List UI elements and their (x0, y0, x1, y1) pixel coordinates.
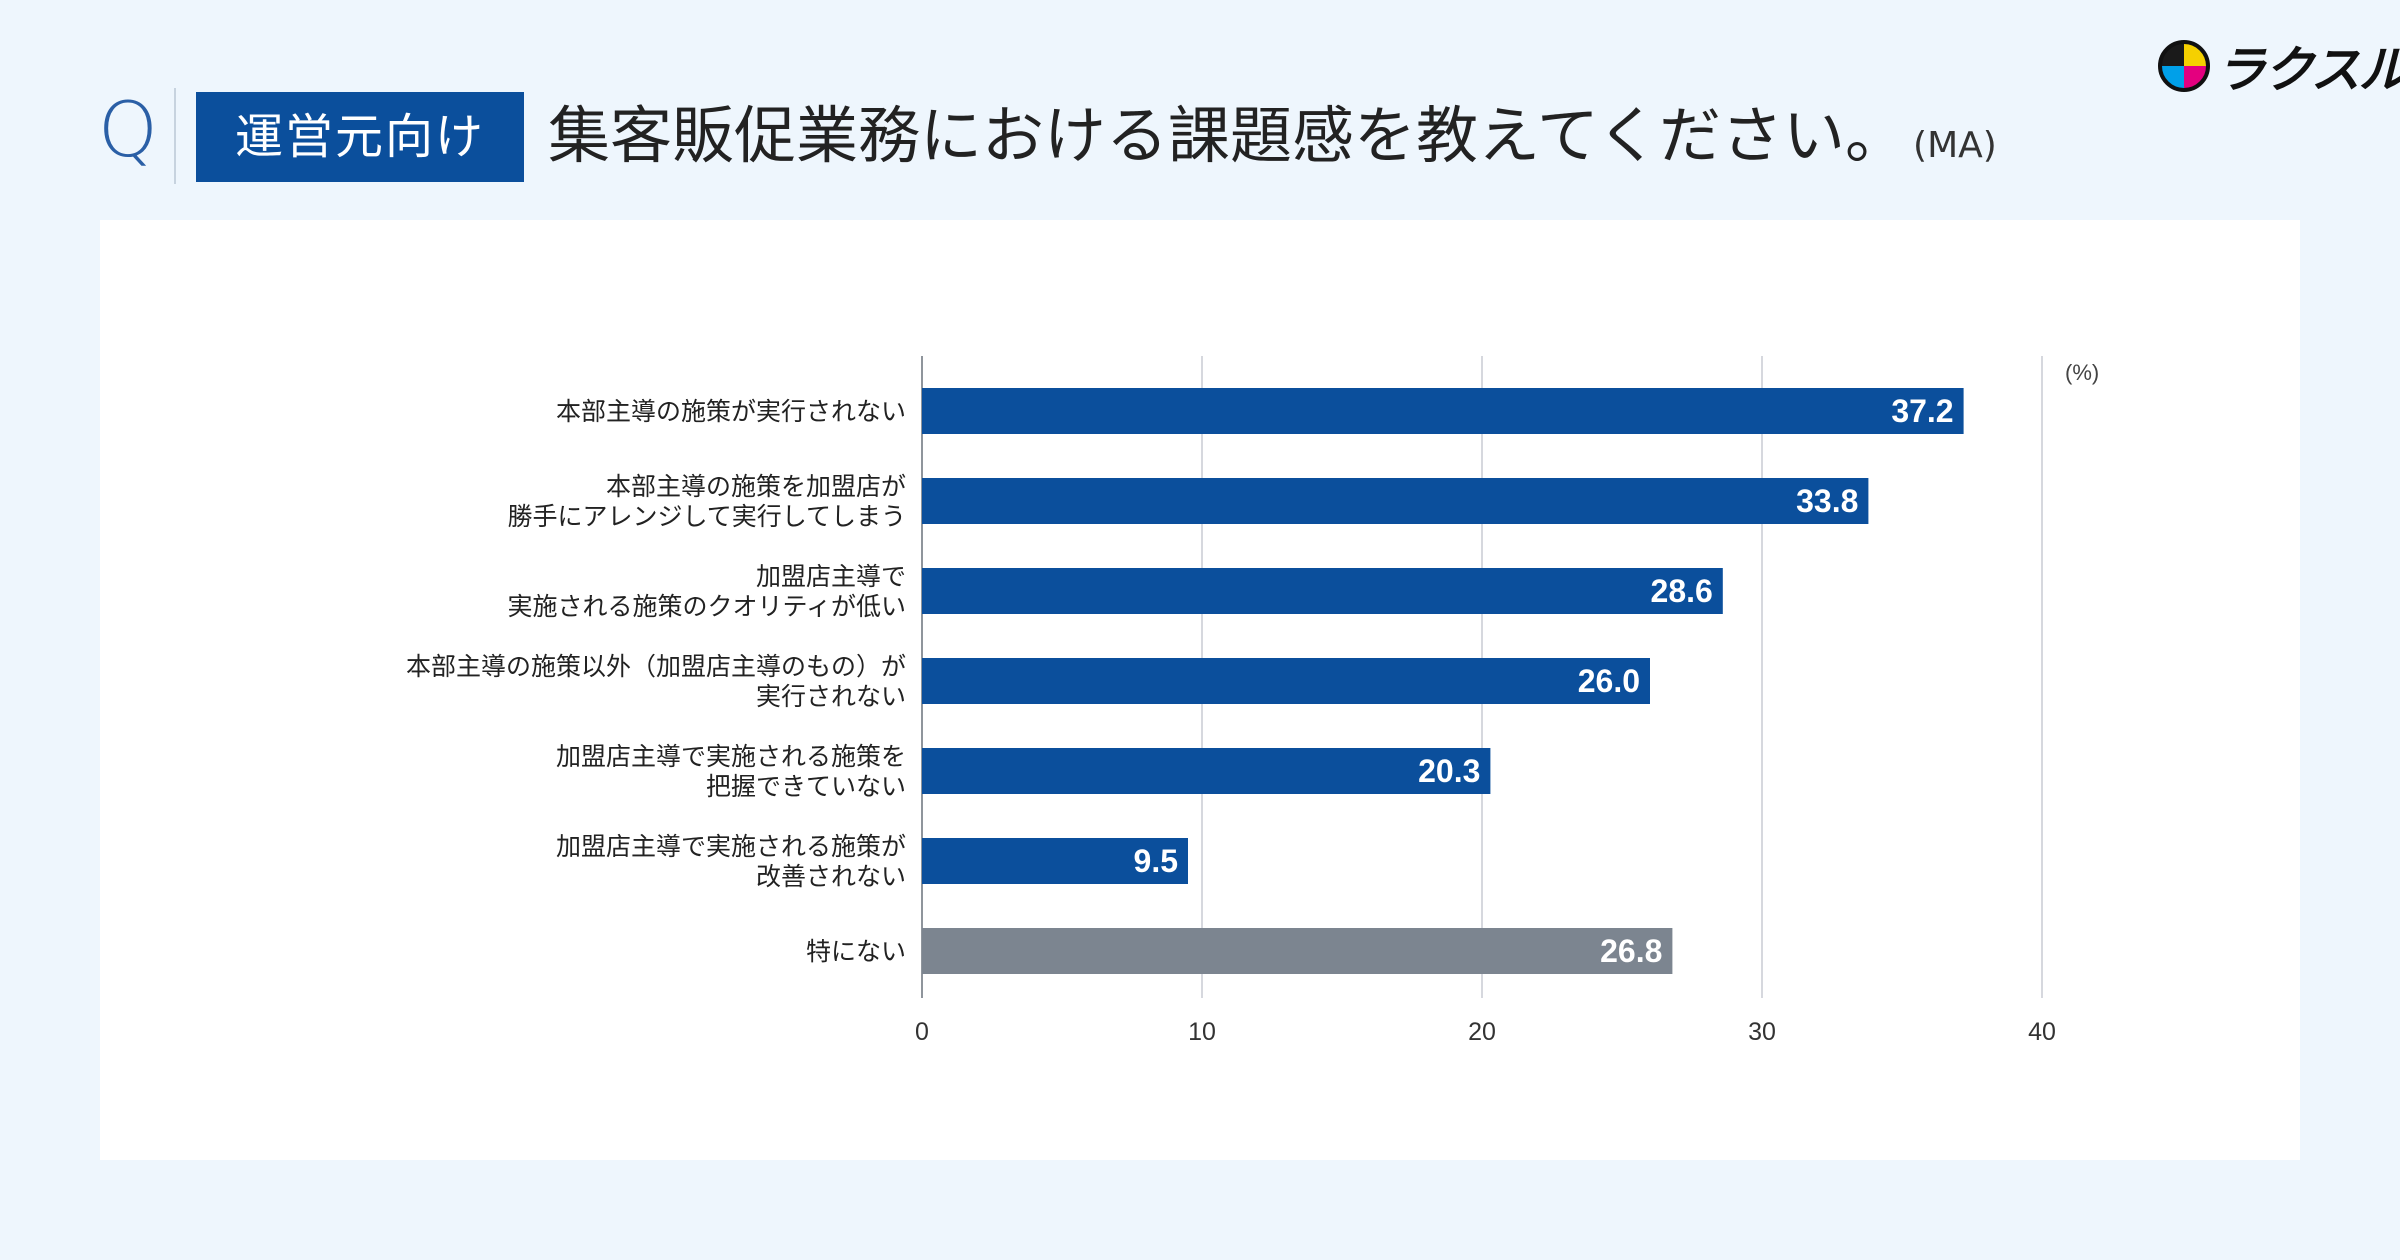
question-marker: Q (98, 85, 158, 174)
bar (922, 928, 1673, 974)
x-tick-label: 10 (1188, 1018, 1216, 1046)
category-label: 加盟店主導で (756, 563, 906, 591)
brand-logo: ラクスル (2158, 36, 2400, 99)
bar (922, 748, 1491, 794)
bar-value-label: 9.5 (1134, 843, 1178, 879)
brand-name: ラクスル (2216, 41, 2400, 99)
bar (922, 388, 1964, 434)
category-label: 本部主導の施策以外（加盟店主導のもの）が (406, 653, 906, 681)
category-label: 特にない (806, 938, 906, 966)
category-label: 加盟店主導で実施される施策が (556, 833, 906, 861)
answer-type-note: (MA) (1913, 125, 1997, 166)
audience-badge: 運営元向け (196, 92, 524, 182)
bar-value-label: 20.3 (1418, 753, 1480, 789)
category-label: 本部主導の施策が実行されない (556, 398, 906, 426)
brand-mark-icon (2158, 40, 2210, 92)
x-tick-label: 20 (1468, 1018, 1496, 1046)
category-label: 本部主導の施策を加盟店が (606, 473, 906, 501)
category-label: 実施される施策のクオリティが低い (507, 593, 906, 621)
bar-value-label: 37.2 (1891, 393, 1953, 429)
x-tick-label: 40 (2028, 1018, 2056, 1046)
unit-label: (%) (2065, 360, 2099, 385)
question-text: 集客販促業務における課題感を教えてください。 (548, 99, 1908, 172)
x-tick-label: 30 (1748, 1018, 1776, 1046)
bar (922, 568, 1723, 614)
category-label: 改善されない (756, 863, 906, 891)
category-label: 実行されない (756, 683, 906, 711)
category-label: 加盟店主導で実施される施策を (556, 743, 906, 771)
question-title: 集客販促業務における課題感を教えてください。 (MA) (548, 96, 1997, 186)
bar-value-label: 28.6 (1651, 573, 1713, 609)
bar (922, 658, 1650, 704)
bar-value-label: 26.0 (1578, 663, 1640, 699)
category-label: 勝手にアレンジして実行してしまう (507, 503, 906, 531)
x-tick-label: 0 (915, 1018, 929, 1046)
bar (922, 838, 1188, 884)
bar-value-label: 26.8 (1600, 933, 1662, 969)
bar-chart: 0 10 20 30 40 (%) 37.2 本部主導の施策が実行されない 33.8 本部主導の施… (406, 356, 2099, 1046)
bar-value-label: 33.8 (1796, 483, 1858, 519)
divider (174, 88, 176, 184)
bar (922, 478, 1869, 524)
chart-panel: 0 10 20 30 40 (%) 37.2 本部主導の施策が実行されない 33.8 本部主導の施… (100, 220, 2300, 1160)
category-label: 把握できていない (706, 773, 906, 801)
